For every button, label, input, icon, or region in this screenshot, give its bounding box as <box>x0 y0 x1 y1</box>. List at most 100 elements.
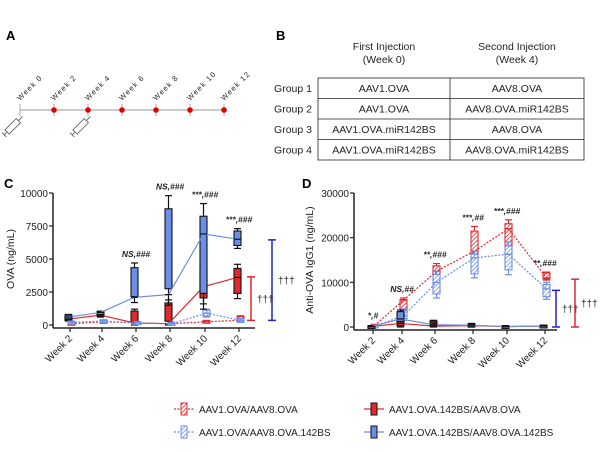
y-tick-label: 20000 <box>321 234 349 245</box>
timeline-week-label: Week 8 <box>151 73 180 102</box>
significance-annotation: *,# <box>368 310 379 320</box>
syringe-handle <box>1 132 7 138</box>
table-header: (Week 4) <box>496 54 538 66</box>
box <box>130 267 139 298</box>
panel-label-b: B <box>276 28 285 43</box>
y-tick-label: 7500 <box>26 222 49 233</box>
chart-anti-ova-igg1: 0 10000 20000 30000 Anti-OVA IgG1 (ng/mL) Wee… <box>304 189 598 371</box>
timeline: Week 0 Week 2 Week 4 Week 6 Week 8 Week 10 Wee… <box>1 69 252 138</box>
significance-annotation: NS,### <box>122 249 151 259</box>
series-line <box>68 233 238 318</box>
legend-label: AAV1.OVA/AAV8.OVA.142BS <box>199 428 331 439</box>
x-tick-label: Week 6 <box>109 333 141 365</box>
legend-label: AAV1.OVA.142BS/AAV8.OVA <box>389 405 521 416</box>
sample-dot <box>187 107 193 113</box>
box <box>470 253 479 275</box>
table-cell: AAV8.OVA.miR142BS <box>465 104 569 116</box>
sample-dot <box>221 107 227 113</box>
table-cell: AAV8.OVA <box>492 83 542 95</box>
table-cell: AAV1.OVA.miR142BS <box>332 145 436 157</box>
table-cell: AAV8.OVA.miR142BS <box>465 145 569 157</box>
syringe-plunger <box>3 131 8 136</box>
syringe-icon <box>1 116 23 138</box>
syringe-handle <box>69 132 75 138</box>
x-tick-label: Week 8 <box>143 333 175 365</box>
table-row-label: Group 4 <box>274 145 312 157</box>
significance-annotation: ***,### <box>192 190 219 200</box>
sample-dot <box>119 107 125 113</box>
syringe-needle <box>18 116 23 121</box>
table-cell: AAV8.OVA <box>492 124 542 136</box>
table-row-label: Group 3 <box>274 124 312 136</box>
box <box>199 215 208 294</box>
x-tick-label: Week 10 <box>175 333 211 369</box>
legend-label: AAV1.OVA.142BS/AAV8.OVA.142BS <box>389 428 554 439</box>
y-tick-label: 10000 <box>321 278 349 289</box>
sample-dot <box>51 107 57 113</box>
timeline-week-label: Week 12 <box>219 69 252 102</box>
legend-box <box>180 425 188 439</box>
group-table: First Injection(Week 0) Second Injection(… <box>274 41 585 161</box>
x-tick-label: Week 8 <box>446 335 478 367</box>
box <box>396 311 405 322</box>
series-line <box>371 318 544 328</box>
timeline-week-label: Week 0 <box>15 73 44 102</box>
x-tick-label: Week 2 <box>43 333 75 365</box>
table-row-label: Group 2 <box>274 104 312 116</box>
table-row-label: Group 1 <box>274 83 312 95</box>
legend-box <box>180 402 188 416</box>
bracket-label: ††† <box>562 305 579 316</box>
panel-label-a: A <box>6 28 16 43</box>
box <box>542 283 551 298</box>
timeline-week-label: Week 2 <box>49 73 78 102</box>
table-cell: AAV1.OVA.miR142BS <box>332 124 436 136</box>
significance-annotation: ***,### <box>494 206 521 216</box>
timeline-week-label: Week 4 <box>83 73 112 102</box>
series-AAV1.OVA/AAV8.OVA <box>370 219 551 328</box>
x-tick-label: Week 2 <box>346 335 378 367</box>
significance-annotation: **,### <box>423 250 446 260</box>
box <box>399 299 408 310</box>
y-tick-label: 0 <box>42 321 48 332</box>
box <box>164 208 173 290</box>
series-line <box>68 276 238 325</box>
box <box>233 267 242 295</box>
box <box>542 272 551 280</box>
syringe-plunger <box>71 131 76 136</box>
bracket-label: ††† <box>581 299 598 310</box>
series-AAV1.OVA/AAV8.OVA.142BS <box>67 308 245 326</box>
syringe-icon <box>69 116 91 138</box>
legend: AAV1.OVA/AAV8.OVA AAV1.OVA.142BS/AAV8.OVA… <box>174 402 554 439</box>
legend-item: AAV1.OVA/AAV8.OVA <box>174 402 298 416</box>
syringe-barrel <box>4 117 22 135</box>
legend-label: AAV1.OVA/AAV8.OVA <box>199 405 298 416</box>
syringe-barrel <box>72 117 90 135</box>
table-header: (Week 0) <box>363 54 405 66</box>
bracket-label: ††† <box>278 276 295 287</box>
x-tick-label: Week 4 <box>75 333 107 365</box>
legend-item: AAV1.OVA.142BS/AAV8.OVA <box>364 402 521 416</box>
y-tick-label: 5000 <box>26 255 49 266</box>
y-axis-label: Anti-OVA IgG1 (ng/mL) <box>304 206 316 313</box>
timeline-week-label: Week 10 <box>185 69 218 102</box>
significance-annotation: **,### <box>533 258 556 268</box>
table-header: First Injection <box>353 41 416 53</box>
panel-label-d: D <box>302 176 311 191</box>
y-tick-label: 10000 <box>20 189 48 200</box>
box <box>432 273 441 295</box>
series-AAV1.OVA.142BS/AAV8.OVA.142BS <box>64 195 242 321</box>
x-tick-label: Week 12 <box>209 333 245 369</box>
y-tick-label: 0 <box>343 323 349 334</box>
legend-box <box>370 425 378 439</box>
x-tick-label: Week 12 <box>515 335 551 371</box>
legend-item: AAV1.OVA/AAV8.OVA.142BS <box>174 425 331 439</box>
timeline-week-label: Week 6 <box>117 73 146 102</box>
table-cell: AAV1.OVA <box>359 83 409 95</box>
y-tick-label: 2500 <box>26 288 49 299</box>
legend-item: AAV1.OVA.142BS/AAV8.OVA.142BS <box>364 425 554 439</box>
y-tick-label: 30000 <box>321 189 349 200</box>
x-tick-label: Week 4 <box>375 335 407 367</box>
panel-label-c: C <box>4 176 14 191</box>
